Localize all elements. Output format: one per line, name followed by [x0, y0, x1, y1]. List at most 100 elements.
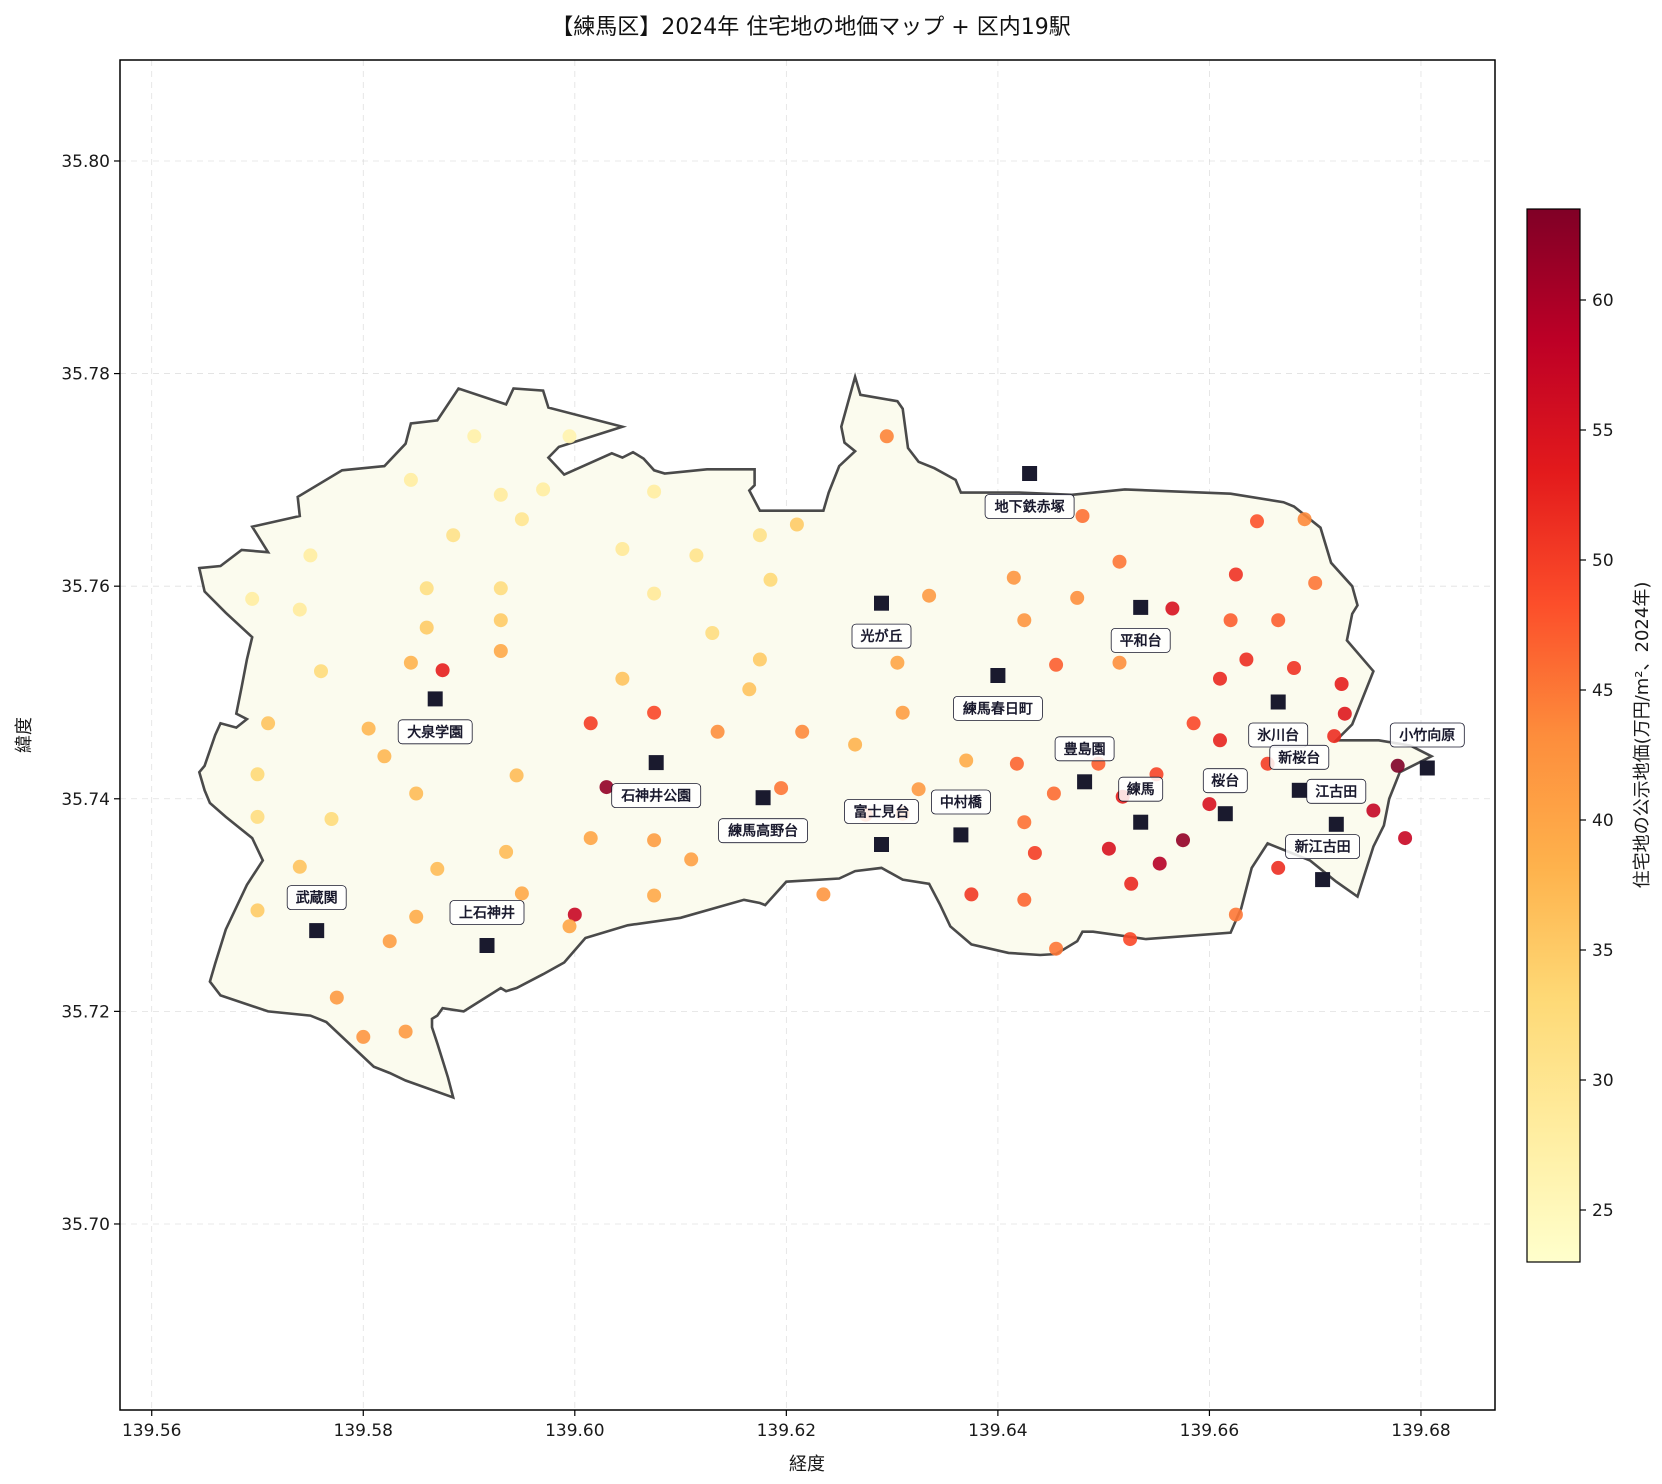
station-marker	[648, 755, 664, 771]
land-price-point	[1327, 729, 1342, 744]
station: 大泉学園	[397, 691, 473, 745]
land-price-point	[1223, 613, 1238, 628]
land-price-point	[583, 831, 598, 846]
station-marker	[1077, 774, 1093, 790]
land-price-point	[752, 528, 767, 543]
land-price-point	[647, 586, 662, 601]
land-price-point	[567, 907, 582, 922]
land-price-point	[615, 671, 630, 686]
station-label: 江古田	[1315, 783, 1357, 800]
land-price-point	[1250, 514, 1264, 529]
station-label: 新桜台	[1278, 749, 1320, 766]
station-label-box	[1269, 744, 1330, 770]
colorbar-tick-label: 45	[1592, 681, 1614, 701]
land-price-point	[647, 484, 662, 499]
station: 桜台	[1202, 768, 1248, 822]
land-price-point	[1070, 590, 1085, 605]
land-price-point	[398, 1024, 413, 1039]
station: 光が丘	[851, 595, 912, 649]
land-price-point	[446, 528, 461, 543]
land-price-point	[1297, 512, 1312, 527]
land-price-point	[816, 887, 831, 902]
station-label-box	[718, 818, 808, 844]
station-label-box	[286, 885, 347, 910]
land-price-point	[742, 682, 757, 697]
y-axis-label: 緯度	[14, 717, 35, 753]
land-price-point	[292, 602, 307, 617]
station-label: 新江古田	[1295, 839, 1351, 856]
land-price-point	[1239, 652, 1254, 667]
station: 練馬春日町	[953, 668, 1043, 721]
land-price-point	[1228, 567, 1243, 582]
colorbar-tick-label: 50	[1592, 551, 1614, 571]
station-marker	[1291, 782, 1307, 798]
colorbar-tick-label: 35	[1592, 941, 1614, 961]
station: 江古田	[1306, 778, 1367, 832]
ward-boundary	[197, 372, 1435, 1100]
station-label-box	[851, 623, 912, 649]
station-marker	[874, 837, 889, 852]
land-price-point	[1112, 655, 1127, 670]
station-label-box	[984, 494, 1075, 519]
station-label-box	[1110, 628, 1171, 653]
land-price-point	[959, 753, 974, 768]
station-label-box	[931, 789, 991, 815]
land-price-point	[377, 749, 392, 764]
land-price-point	[1101, 841, 1116, 856]
land-price-point	[1124, 876, 1139, 891]
x-tick-label: 139.62	[757, 1421, 816, 1441]
land-price-point	[1398, 831, 1413, 846]
land-price-point	[1152, 856, 1167, 871]
x-axis-ticks: 139.56 139.58 139.60 139.62 139.64 139.66 139.…	[122, 1410, 1451, 1441]
station-label: 平和台	[1120, 632, 1162, 649]
land-price-point	[536, 482, 551, 497]
land-price-point	[795, 724, 810, 739]
land-price-point	[1017, 613, 1032, 628]
land-price-point	[403, 655, 418, 670]
station-marker	[1022, 466, 1038, 481]
station-label: 地下鉄赤塚	[995, 499, 1065, 516]
station-label: 富士見台	[854, 804, 910, 821]
land-price-point	[1366, 803, 1381, 818]
station-marker	[1270, 694, 1286, 710]
ward-outline	[197, 372, 1435, 1100]
land-price-point	[329, 990, 344, 1005]
land-price-point	[1271, 613, 1286, 628]
colorbar-tick-label: 60	[1592, 291, 1614, 311]
station: 富士見台	[844, 799, 919, 852]
land-price-point	[1049, 657, 1064, 672]
land-price-point	[493, 644, 508, 658]
land-price-point	[324, 812, 339, 826]
land-price-point	[409, 786, 424, 801]
station-marker	[1419, 760, 1435, 776]
land-price-point	[1213, 733, 1227, 748]
station: 平和台	[1110, 599, 1171, 653]
land-price-point	[1228, 907, 1243, 922]
land-price-point	[361, 721, 376, 736]
station: 新江古田	[1285, 834, 1360, 888]
station-label: 練馬春日町	[963, 700, 1033, 717]
land-price-point	[493, 487, 508, 502]
station-label: 大泉学園	[407, 724, 463, 741]
land-price-points	[245, 429, 1413, 1044]
station: 豊島園	[1054, 736, 1115, 790]
station: 小竹向原	[1389, 722, 1465, 776]
station: 練馬	[1118, 776, 1164, 830]
land-price-point	[879, 429, 894, 444]
station-label: 上石神井	[459, 905, 515, 922]
land-price-point	[647, 888, 662, 903]
land-price-point	[1006, 570, 1021, 585]
land-price-point	[890, 655, 905, 670]
x-tick-label: 139.64	[968, 1421, 1027, 1441]
colorbar-tick-label: 55	[1592, 421, 1614, 441]
station-marker	[1217, 806, 1233, 822]
land-price-point	[647, 833, 662, 848]
land-price-point	[1017, 815, 1032, 830]
land-price-point	[615, 542, 630, 556]
land-price-point	[647, 705, 662, 720]
land-price-point	[1390, 758, 1405, 773]
land-price-point	[514, 886, 529, 901]
y-tick-label: 35.76	[61, 577, 110, 597]
station-label-box	[449, 900, 525, 925]
land-price-point	[689, 548, 704, 563]
